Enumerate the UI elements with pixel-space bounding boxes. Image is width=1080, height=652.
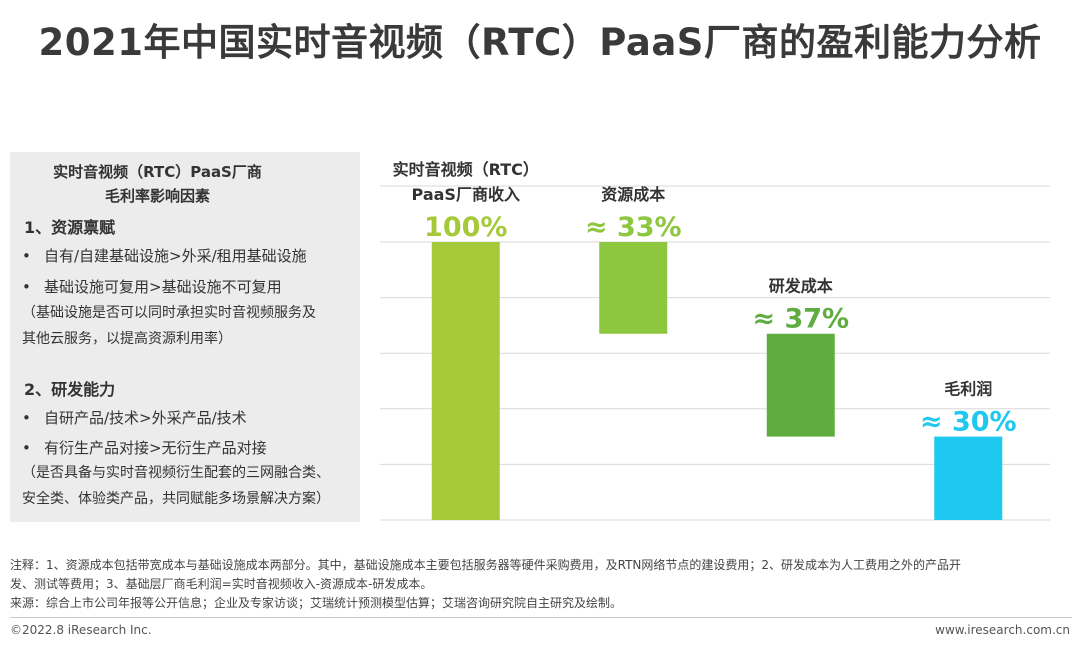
note-line: 安全类、体验类产品，共同赋能多场景解决方案） (22, 491, 330, 507)
category-label: 毛利润 (944, 380, 992, 399)
bullet-item: • 自研产品/技术>外采产品/技术 (22, 407, 247, 428)
category-label: PaaS厂商收入 (412, 185, 520, 204)
note-line: 其他云服务，以提高资源利用率） (22, 331, 232, 347)
copyright: ©2022.8 iResearch Inc. (10, 623, 152, 637)
category-label: 实时音视频（RTC） (393, 160, 539, 179)
footnote-line: 发、测试等费用；3、基础层厂商毛利润=实时音视频收入-资源成本-研发成本。 (10, 577, 433, 591)
section-resource-note: （基础设施是否可以同时承担实时音视频服务及 其他云服务，以提高资源利用率） (22, 300, 316, 352)
panel-heading: 实时音视频（RTC）PaaS厂商 毛利率影响因素 (10, 160, 305, 208)
section-rnd-title: 2、研发能力 (24, 380, 116, 399)
section-rnd-note: （是否具备与实时音视频衍生配套的三网融合类、 安全类、体验类产品，共同赋能多场景… (22, 460, 330, 512)
bar (431, 242, 500, 520)
category-label: 研发成本 (769, 277, 833, 296)
bar (766, 333, 835, 437)
bullet-text: 自研产品/技术>外采产品/技术 (44, 409, 247, 427)
bar (934, 436, 1003, 520)
bullet-item: • 基础设施可复用>基础设施不可复用 (22, 276, 282, 297)
footnote-line: 注释：1、资源成本包括带宽成本与基础设施成本两部分。其中，基础设施成本主要包括服… (10, 558, 962, 572)
waterfall-chart: 100% 实时音视频（RTC） PaaS厂商收入 ≈ 33% 资源成本 ≈ 37% 研发成本… (380, 160, 1050, 521)
bullet-dot-icon: • (22, 247, 31, 265)
factors-panel: 实时音视频（RTC）PaaS厂商 毛利率影响因素 1、资源禀赋 • 自有/自建基础… (10, 152, 360, 522)
note-line: （是否具备与实时音视频衍生配套的三网融合类、 (22, 465, 330, 481)
footer-divider (10, 617, 1072, 618)
footnotes: 注释：1、资源成本包括带宽成本与基础设施成本两部分。其中，基础设施成本主要包括服… (10, 556, 1072, 613)
bar (599, 242, 668, 334)
bullet-text: 自有/自建基础设施>外采/租用基础设施 (44, 247, 307, 265)
bullet-dot-icon: • (22, 439, 31, 457)
note-line: （基础设施是否可以同时承担实时音视频服务及 (22, 305, 316, 321)
data-label: ≈ 37% (752, 304, 849, 335)
category-label: 资源成本 (601, 185, 665, 204)
source-line: 来源：综合上市公司年报等公开信息；企业及专家访谈；艾瑞统计预测模型估算；艾瑞咨询… (10, 596, 623, 610)
bullet-item: • 自有/自建基础设施>外采/租用基础设施 (22, 245, 307, 266)
section-resource-title: 1、资源禀赋 (24, 218, 116, 237)
panel-heading-line2: 毛利率影响因素 (104, 187, 210, 205)
bullet-item: • 有衍生产品对接>无衍生产品对接 (22, 437, 267, 458)
data-label: 100% (424, 212, 507, 243)
data-label: ≈ 30% (920, 407, 1017, 438)
bullet-text: 有衍生产品对接>无衍生产品对接 (44, 439, 267, 457)
bullet-text: 基础设施可复用>基础设施不可复用 (44, 278, 282, 296)
website-url: www.iresearch.com.cn (935, 623, 1070, 637)
panel-heading-line1: 实时音视频（RTC）PaaS厂商 (53, 163, 262, 181)
data-label: ≈ 33% (585, 212, 682, 243)
bullet-dot-icon: • (22, 409, 31, 427)
bullet-dot-icon: • (22, 278, 31, 296)
page-title: 2021年中国实时音视频（RTC）PaaS厂商的盈利能力分析 (38, 21, 1042, 64)
